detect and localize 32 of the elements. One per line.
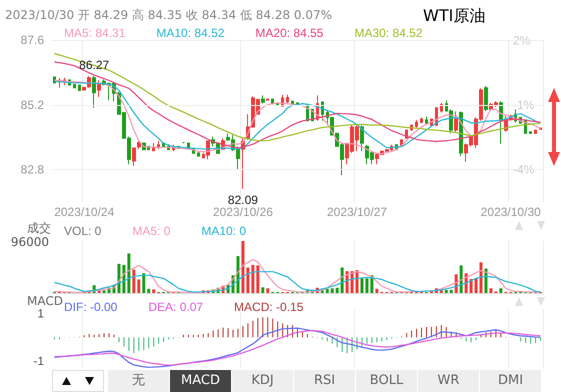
x-tick-label: 2023/10/30 xyxy=(480,205,542,219)
text: MA10: 0 xyxy=(201,224,246,238)
text: MA30: 84.52 xyxy=(354,26,423,40)
text: KDJ xyxy=(232,370,293,392)
text: WR xyxy=(418,370,479,392)
y-tick-label: -1 xyxy=(33,354,44,368)
chart-subtitle: 2023/10/30 开 84.29 高 84.35 收 84.34 低 84.28 0.07% xyxy=(5,7,332,24)
y-tick-label: 85.2 xyxy=(20,98,44,112)
x-tick-label: 2023/10/27 xyxy=(326,205,388,219)
text: MA20: 84.55 xyxy=(255,26,324,40)
text: MACD xyxy=(170,370,231,392)
text: DMI xyxy=(480,370,541,392)
text: VOL: 0 xyxy=(64,224,102,238)
chart-title: 成交 xyxy=(27,220,51,237)
y-tick-label: 82.8 xyxy=(20,162,44,177)
text: 无 xyxy=(108,370,169,392)
text: 96000 xyxy=(10,235,49,249)
y-tick-label: 1 xyxy=(37,306,44,321)
text: MA5: 84.31 xyxy=(64,26,126,40)
text: BOLL xyxy=(356,370,417,392)
series-label: MACD: -0.15 xyxy=(234,300,304,314)
annotation: 82.09 xyxy=(228,192,258,207)
text: MA10: 84.52 xyxy=(156,26,225,40)
chart-title: WTI原油 xyxy=(423,6,486,27)
y-tick-label: 87.6 xyxy=(20,33,44,47)
x-tick-label: 2023/10/26 xyxy=(212,205,274,219)
text: DIF: -0.00 xyxy=(64,300,118,314)
text: MA5: 0 xyxy=(132,224,171,238)
chart-title: MACD xyxy=(27,294,63,308)
text: DEA: 0.07 xyxy=(148,300,204,314)
x-tick-label: 2023/10/24 xyxy=(54,205,115,219)
text: RSI xyxy=(294,370,355,392)
